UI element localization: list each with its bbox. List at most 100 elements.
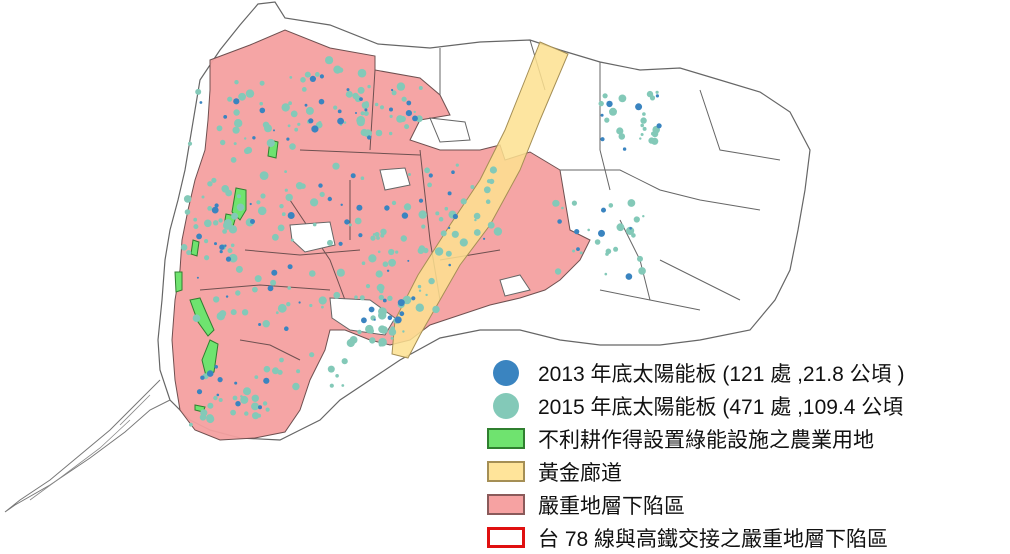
solar-2013-point bbox=[319, 74, 324, 79]
solar-2015-point bbox=[263, 365, 271, 373]
solar-2015-point bbox=[279, 204, 284, 209]
solar-2015-point bbox=[312, 222, 317, 227]
solar-2013-point bbox=[287, 212, 295, 219]
solar-2015-point bbox=[605, 248, 612, 255]
solar-2013-point bbox=[367, 135, 372, 140]
solar-2015-point bbox=[370, 235, 376, 241]
solar-2015-point bbox=[473, 212, 481, 220]
solar-2015-point bbox=[251, 394, 259, 402]
solar-2015-point bbox=[345, 93, 349, 97]
solar-2015-point bbox=[243, 387, 251, 396]
solar-2015-point bbox=[417, 247, 425, 254]
solar-2013-point bbox=[235, 401, 241, 407]
solar-2015-point bbox=[281, 212, 286, 217]
solar-2015-point bbox=[616, 223, 625, 232]
solar-2013-point bbox=[200, 375, 205, 380]
solar-2015-point bbox=[626, 226, 635, 235]
solar-2015-point bbox=[314, 72, 320, 77]
solar-2013-point bbox=[271, 269, 278, 276]
solar-2015-point bbox=[244, 137, 247, 140]
solar-2015-point bbox=[341, 358, 348, 365]
solar-2013-point bbox=[350, 173, 356, 179]
solar-2015-point bbox=[396, 115, 404, 123]
solar-2013-point bbox=[401, 212, 409, 219]
legend-label: 2013 年底太陽能板 (121 處 ,21.8 公頃 ) bbox=[538, 362, 905, 386]
solar-2015-point bbox=[290, 238, 294, 242]
solar-2015-point bbox=[451, 230, 459, 238]
solar-2015-point bbox=[379, 105, 385, 110]
solar-2013-point bbox=[411, 296, 416, 301]
solar-2015-point bbox=[297, 122, 301, 126]
solar-2015-point bbox=[642, 215, 645, 218]
solar-2013-point bbox=[359, 97, 363, 101]
solar-2013-point bbox=[249, 202, 252, 206]
solar-2013-point bbox=[384, 205, 390, 211]
solar-2013-point bbox=[327, 196, 332, 202]
solar-2015-point bbox=[272, 233, 279, 241]
solar-2015-point bbox=[272, 367, 279, 375]
solar-2013-point bbox=[338, 241, 343, 246]
solar-2013-point bbox=[284, 326, 289, 332]
solar-2015-point bbox=[256, 200, 261, 205]
solar-2013-point bbox=[369, 309, 372, 312]
solar-2013-point bbox=[358, 233, 363, 238]
solar-2013-point bbox=[234, 381, 238, 385]
solar-2015-point bbox=[264, 124, 272, 133]
solar-2015-point bbox=[357, 68, 367, 78]
solar-2013-point bbox=[214, 365, 218, 369]
solar-2015-point bbox=[418, 210, 427, 219]
solar-2015-point bbox=[207, 181, 213, 187]
solar-2015-point bbox=[375, 129, 383, 137]
solar-2015-point bbox=[245, 89, 255, 98]
solar-2015-point bbox=[230, 157, 237, 163]
solar-2015-point bbox=[640, 117, 647, 124]
solar-2015-point bbox=[435, 211, 440, 216]
solar-2013-point bbox=[219, 244, 225, 250]
solar-2015-point bbox=[419, 117, 423, 122]
solar-2013-point bbox=[656, 123, 662, 129]
solar-2015-point bbox=[380, 316, 383, 320]
solar-2015-point bbox=[378, 342, 383, 347]
solar-2015-point bbox=[216, 312, 225, 321]
solar-2015-point bbox=[618, 94, 627, 103]
solar-2013-point bbox=[214, 203, 219, 208]
solar-2015-point bbox=[642, 126, 647, 131]
solar-2015-point bbox=[289, 143, 296, 150]
solar-2015-point bbox=[613, 246, 619, 252]
solar-2013-point bbox=[391, 88, 394, 92]
solar-2015-point bbox=[304, 71, 311, 78]
solar-2015-point bbox=[402, 330, 405, 333]
solar-2013-point bbox=[451, 170, 455, 174]
solar-2015-point bbox=[220, 139, 226, 146]
solar-2015-point bbox=[389, 114, 393, 118]
solar-2015-point bbox=[378, 311, 387, 320]
solar-2013-point bbox=[386, 269, 390, 272]
solar-2013-point bbox=[557, 219, 562, 224]
solar-2013-point bbox=[356, 204, 363, 211]
solar-2015-point bbox=[377, 250, 381, 254]
solar-2013-point bbox=[196, 276, 199, 279]
solar-2015-point bbox=[489, 166, 497, 174]
solar-2015-point bbox=[292, 382, 300, 391]
solar-2015-point bbox=[204, 239, 209, 244]
solar-2015-point bbox=[354, 217, 362, 225]
solar-2015-point bbox=[374, 102, 379, 107]
solar-2015-point bbox=[375, 270, 383, 278]
solar-2013-point bbox=[387, 315, 393, 321]
solar-2013-point bbox=[346, 88, 350, 92]
solar-2015-point bbox=[240, 395, 249, 404]
solar-2013-point bbox=[447, 191, 452, 196]
solar-2015-point bbox=[483, 186, 491, 194]
solar-2015-point bbox=[259, 101, 264, 106]
solar-2013-point bbox=[224, 244, 227, 247]
solar-2013-point bbox=[233, 98, 240, 105]
golden-corridor bbox=[391, 41, 569, 359]
solar-2013-point bbox=[355, 112, 357, 114]
solar-2015-point bbox=[396, 82, 406, 91]
solar-2015-point bbox=[423, 247, 429, 254]
solar-2015-point bbox=[488, 178, 495, 185]
solar-2015-point bbox=[554, 268, 562, 275]
solar-2015-point bbox=[445, 250, 452, 257]
solar-2013-point bbox=[263, 377, 270, 384]
solar-2015-point bbox=[223, 221, 232, 230]
